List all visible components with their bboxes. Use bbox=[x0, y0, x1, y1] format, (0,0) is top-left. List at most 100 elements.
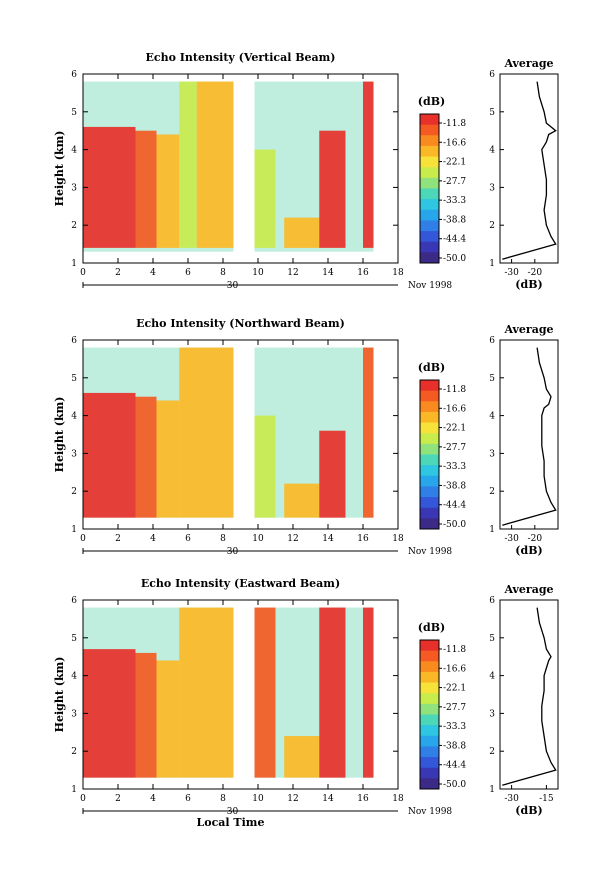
colorbar-swatch bbox=[420, 767, 439, 779]
colorbar-swatch bbox=[420, 518, 439, 530]
colorbar-swatch bbox=[420, 497, 439, 509]
average-x-tick-label: -15 bbox=[539, 794, 554, 804]
colorbar-swatch bbox=[420, 682, 439, 694]
colorbar-tick-label: -50.0 bbox=[443, 520, 466, 530]
colorbar-unit: (dB) bbox=[418, 361, 445, 374]
colorbar-swatch bbox=[420, 650, 439, 662]
x-tick-label: 18 bbox=[392, 268, 404, 278]
heatmap-cell bbox=[135, 652, 157, 778]
heatmap-cell bbox=[363, 347, 374, 518]
colorbar-swatch bbox=[420, 433, 439, 445]
colorbar-tick-label: -11.8 bbox=[443, 385, 466, 395]
average-frame bbox=[499, 339, 559, 530]
x-tick-label: 10 bbox=[252, 534, 264, 544]
heatmap-cell bbox=[254, 149, 276, 248]
date-month-label: Nov 1998 bbox=[408, 547, 452, 557]
x-tick-label: 8 bbox=[220, 534, 226, 544]
average-x-tick-label: -30 bbox=[504, 268, 519, 278]
colorbar-swatch bbox=[420, 188, 439, 200]
x-tick-label: 0 bbox=[80, 794, 86, 804]
colorbar-unit: (dB) bbox=[418, 621, 445, 634]
x-axis-label: Local Time bbox=[197, 816, 265, 829]
y-tick-label: 1 bbox=[71, 525, 77, 535]
panel-3: Echo Intensity (Eastward Beam)0 2 4 6 8 10 12 1… bbox=[53, 577, 559, 829]
colorbar-tick-label: -16.6 bbox=[443, 404, 466, 414]
colorbar-swatch bbox=[420, 443, 439, 455]
heatmap-cell bbox=[284, 483, 320, 518]
heatmap-cell bbox=[254, 607, 276, 778]
colorbar-swatch bbox=[420, 778, 439, 790]
average-y-tick-label: 5 bbox=[489, 374, 495, 384]
colorbar-swatch bbox=[420, 145, 439, 158]
colorbar-swatch bbox=[420, 714, 439, 726]
y-tick-label: 4 bbox=[71, 412, 77, 422]
colorbar-swatch bbox=[420, 725, 439, 737]
y-tick-label: 6 bbox=[71, 336, 77, 346]
heatmap-cell bbox=[363, 81, 374, 248]
colorbar-tick-label: -27.7 bbox=[443, 177, 466, 187]
average-x-tick-label: -30 bbox=[504, 794, 519, 804]
average-y-tick-label: 4 bbox=[489, 672, 495, 682]
x-tick-label: 6 bbox=[185, 794, 191, 804]
panel-title: Echo Intensity (Eastward Beam) bbox=[141, 577, 340, 590]
average-y-tick-label: 2 bbox=[489, 487, 495, 497]
average-y-tick-label: 2 bbox=[489, 221, 495, 231]
colorbar-unit: (dB) bbox=[418, 95, 445, 108]
panel-2: Echo Intensity (Northward Beam)0 2 4 6 8 10 12… bbox=[53, 317, 559, 557]
x-tick-label: 4 bbox=[150, 534, 156, 544]
colorbar-swatch bbox=[420, 475, 439, 487]
colorbar-tick-label: -27.7 bbox=[443, 703, 466, 713]
panel-1: Echo Intensity (Vertical Beam)0 2 4 6 8 10 12 1… bbox=[53, 51, 559, 291]
colorbar-swatch bbox=[420, 661, 439, 673]
average-y-tick-label: 2 bbox=[489, 747, 495, 757]
colorbar-tick-label: -33.3 bbox=[443, 722, 466, 732]
colorbar-swatch bbox=[420, 422, 439, 434]
colorbar-swatch bbox=[420, 209, 439, 221]
data-gap bbox=[233, 75, 255, 262]
colorbar-tick-label: -33.3 bbox=[443, 462, 466, 472]
x-tick-label: 18 bbox=[392, 534, 404, 544]
average-x-label: (dB) bbox=[515, 278, 542, 291]
average-y-tick-label: 6 bbox=[489, 70, 495, 80]
colorbar-frame bbox=[419, 379, 440, 530]
colorbar-tick-label: -22.1 bbox=[443, 684, 466, 694]
colorbar-swatch bbox=[420, 640, 439, 652]
colorbar-swatch bbox=[420, 401, 439, 413]
y-axis-label: Height (km) bbox=[53, 397, 66, 473]
average-x-tick-label: -30 bbox=[504, 534, 519, 544]
heatmap-cell bbox=[196, 81, 234, 248]
x-tick-label: 2 bbox=[115, 268, 121, 278]
colorbar-tick-label: -16.6 bbox=[443, 664, 466, 674]
average-x-tick-label: -20 bbox=[528, 534, 543, 544]
y-tick-label: 5 bbox=[71, 108, 77, 118]
data-gap bbox=[233, 601, 255, 788]
heatmap-cell bbox=[319, 130, 346, 248]
x-tick-label: 2 bbox=[115, 534, 121, 544]
y-tick-label: 3 bbox=[71, 709, 77, 719]
colorbar-tick-label: -38.8 bbox=[443, 215, 466, 225]
y-tick-label: 6 bbox=[71, 70, 77, 80]
x-tick-label: 6 bbox=[185, 534, 191, 544]
average-y-tick-label: 6 bbox=[489, 596, 495, 606]
heatmap-cell bbox=[83, 126, 136, 248]
colorbar-swatch bbox=[420, 507, 439, 519]
colorbar-tick-label: -50.0 bbox=[443, 780, 466, 790]
heatmap-cell bbox=[363, 607, 374, 778]
colorbar-swatch bbox=[420, 465, 439, 477]
heatmap-cell bbox=[179, 347, 234, 518]
colorbar-swatch bbox=[420, 390, 439, 402]
x-tick-label: 0 bbox=[80, 534, 86, 544]
x-tick-label: 12 bbox=[287, 268, 298, 278]
average-y-tick-label: 5 bbox=[489, 634, 495, 644]
heatmap-cell bbox=[135, 396, 157, 518]
colorbar-swatch bbox=[420, 241, 439, 253]
average-y-tick-label: 3 bbox=[489, 183, 495, 193]
colorbar-swatch bbox=[420, 380, 439, 392]
heatmap-cell bbox=[156, 400, 180, 518]
colorbar-tick-label: -16.6 bbox=[443, 138, 466, 148]
average-title: Average bbox=[503, 323, 553, 336]
average-y-tick-label: 1 bbox=[489, 785, 495, 795]
average-y-tick-label: 3 bbox=[489, 709, 495, 719]
y-tick-label: 6 bbox=[71, 596, 77, 606]
